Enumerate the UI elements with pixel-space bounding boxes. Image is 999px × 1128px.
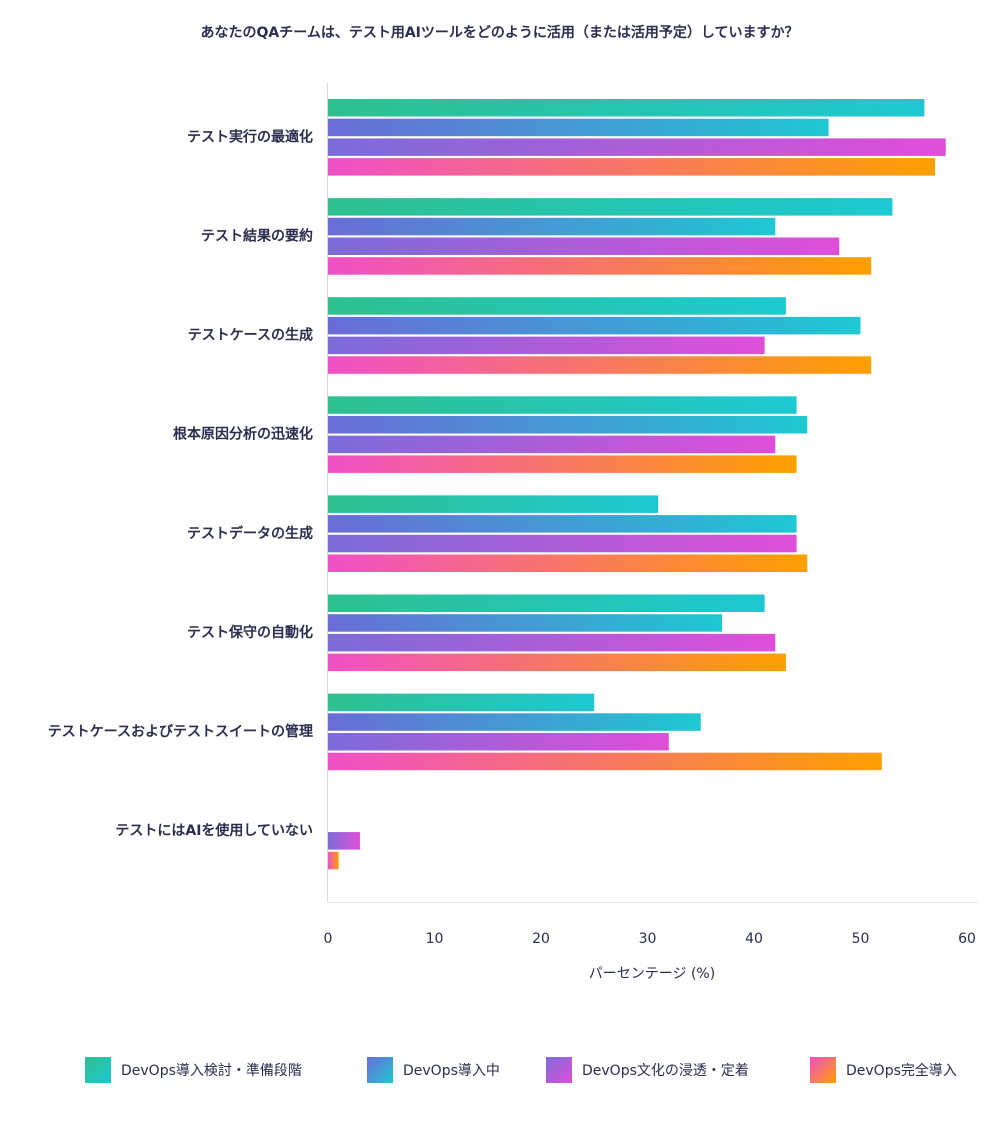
bar (328, 752, 882, 771)
legend-label: DevOps文化の浸透・定着 (582, 1063, 749, 1079)
legend-item: DevOps文化の浸透・定着 (546, 1055, 749, 1085)
bar (328, 713, 701, 731)
bar (328, 297, 786, 315)
bar (328, 495, 659, 513)
bar (328, 534, 797, 553)
category-label: テストデータの生成 (187, 525, 313, 542)
legend-label: DevOps導入中 (403, 1063, 500, 1079)
bar (328, 733, 669, 751)
bar (328, 356, 872, 374)
bar (328, 118, 829, 137)
chart-title: あなたのQAチームは、テスト用AIツールをどのように活用（または活用予定）してい… (200, 25, 799, 41)
legend-swatch (810, 1057, 836, 1083)
bar (328, 138, 946, 156)
category-label: テスト保守の自動化 (187, 624, 313, 641)
bar (328, 416, 808, 434)
category-label: テストケースの生成 (188, 327, 313, 344)
bar (328, 198, 893, 216)
bar (328, 554, 808, 572)
bar (328, 594, 765, 612)
category-label: テスト実行の最適化 (187, 128, 313, 145)
x-tick-label: 0 (324, 931, 333, 947)
legend-swatch (85, 1057, 111, 1083)
x-tick-label: 10 (426, 931, 444, 947)
bar (328, 237, 840, 255)
bar (328, 336, 765, 355)
bar (328, 851, 339, 870)
bar (328, 832, 360, 850)
x-tick-label: 50 (852, 931, 870, 947)
x-tick-label: 20 (532, 931, 550, 947)
bar (328, 693, 595, 712)
x-tick-label: 30 (639, 931, 657, 947)
legend-item: DevOps完全導入 (810, 1055, 957, 1085)
category-label: テストにはAIを使用していない (115, 822, 313, 839)
bar (328, 455, 797, 473)
x-tick-label: 60 (958, 931, 976, 947)
legend-label: DevOps導入検討・準備段階 (121, 1063, 302, 1079)
bar (328, 396, 797, 414)
legend-swatch (367, 1057, 393, 1083)
bar (328, 614, 723, 632)
legend-item: DevOps導入中 (367, 1055, 500, 1085)
legend-label: DevOps完全導入 (846, 1063, 957, 1079)
bar (328, 435, 776, 454)
bar (328, 653, 786, 672)
bar (328, 515, 797, 533)
bar (328, 99, 925, 117)
x-tick-label: 40 (745, 931, 763, 947)
category-label: テスト結果の要約 (201, 228, 313, 245)
bar (328, 633, 776, 652)
bar-chart: テスト実行の最適化テスト結果の要約テストケースの生成根本原因分析の迅速化テストデ… (48, 83, 978, 982)
x-tick-labels: 0 10 20 30 40 50 60 (324, 931, 976, 947)
legend: DevOps導入検討・準備段階 DevOps導入中 DevOps文化の浸透・定着 De… (0, 1055, 999, 1087)
bar (328, 217, 776, 236)
bars-layer (328, 99, 946, 870)
category-label: テストケースおよびテストスイートの管理 (48, 723, 313, 740)
bar (328, 158, 936, 176)
legend-item: DevOps導入検討・準備段階 (85, 1055, 302, 1085)
bar (328, 316, 861, 335)
bar (328, 257, 872, 275)
category-labels: テスト実行の最適化テスト結果の要約テストケースの生成根本原因分析の迅速化テストデ… (48, 128, 313, 839)
category-label: 根本原因分析の迅速化 (173, 426, 313, 443)
x-axis-title: パーセンテージ (%) (589, 966, 715, 982)
legend-swatch (546, 1057, 572, 1083)
